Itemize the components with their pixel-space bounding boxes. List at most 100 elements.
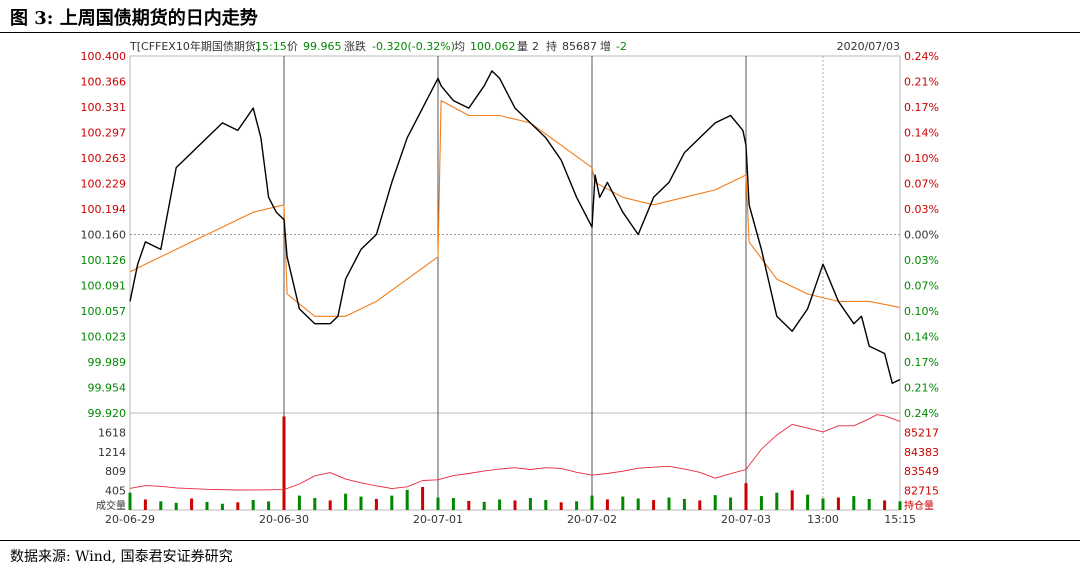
pct-tick-label: 0.03% [904,203,939,216]
volume-bar [236,502,240,510]
price-tick-label: 100.194 [81,203,127,216]
volume-tick-label: 1618 [98,426,126,439]
volume-bar [698,500,702,510]
pct-tick-label: 0.07% [904,280,939,293]
volume-bar [729,497,733,510]
volume-bar [282,416,286,510]
price-tick-label: 99.954 [88,382,127,395]
volume-bar [544,499,548,510]
volume-bar [190,498,194,510]
intraday-chart: 100.400 100.366 100.331 100.297 100.263 100.2… [81,39,940,526]
volume-bar [575,501,579,510]
chart-marks [128,70,902,510]
pct-tick-label: 0.24% [904,50,939,63]
info-oi-change: -2 [616,40,627,53]
volume-bar [713,495,717,510]
volume-bar [528,498,532,510]
volume-bar [513,500,517,510]
figure-title: 图 3: 上周国债期货的日内走势 [10,8,258,29]
axis-labels: 100.400 100.366 100.331 100.297 100.263 100.2… [81,50,940,526]
price-tick-label: 100.229 [81,178,127,191]
info-change: -0.320(-0.32%) [372,40,455,53]
info-oi-label: 持 [546,39,557,53]
info-oi-change-label: 增 [600,39,611,53]
average-price-line [129,100,901,317]
volume-bar [205,501,209,510]
pct-tick-label: 0.00% [904,229,939,242]
x-tick-label: 20-06-30 [259,513,309,526]
volume-bar [590,495,594,510]
info-bar: T[CFFEX10年期国债期货] 15:15 价 99.965 涨跌 -0.32… [129,39,900,53]
x-tick-label: 15:15 [884,513,916,526]
volume-bar [174,502,178,510]
volume-bar [328,500,332,510]
volume-bar [467,500,471,510]
volume-bar [143,499,147,510]
price-tick-label: 100.023 [81,331,127,344]
info-price-label: 价 [287,40,298,53]
info-volume-label: 量 [517,40,528,53]
price-tick-label: 99.920 [88,407,127,420]
volume-bar [867,498,871,510]
volume-bar [482,501,486,510]
volume-bar [436,497,440,510]
info-symbol: T[CFFEX10年期国债期货] [129,39,260,53]
volume-bar [744,483,748,510]
volume-bar [682,498,686,510]
info-date: 2020/07/03 [837,40,900,53]
volume-bar [852,496,856,510]
price-tick-label: 100.366 [81,76,127,89]
price-tick-label: 100.160 [81,229,127,242]
volume-bar [359,496,363,510]
oi-tick-label: 85217 [904,426,939,439]
pct-tick-label: 0.14% [904,331,939,344]
volume-bar [451,498,455,510]
volume-bar [267,501,271,510]
volume-bar [297,495,301,510]
oi-tick-label: 84383 [904,446,939,459]
info-avg-label: 均 [454,40,465,53]
volume-bar [883,500,887,510]
pct-tick-label: 0.10% [904,305,939,318]
volume-bar [652,499,656,510]
price-tick-label: 100.057 [81,305,127,318]
volume-bar [220,503,224,510]
volume-bar [605,499,609,510]
open-interest-line [129,414,901,491]
pct-tick-label: 0.03% [904,254,939,267]
volume-bar [251,499,255,510]
volume-bar [790,490,794,510]
volume-bar [759,496,763,510]
pct-tick-label: 0.17% [904,356,939,369]
info-price: 99.965 [303,40,342,53]
pct-tick-label: 0.07% [904,178,939,191]
volume-bar [806,494,810,510]
volume-bar [621,496,625,510]
price-tick-label: 100.331 [81,101,127,114]
price-tick-label: 100.091 [81,280,127,293]
pct-tick-label: 0.21% [904,76,939,89]
volume-tick-label: 809 [105,465,126,478]
volume-bar [559,502,563,510]
volume-bar [390,495,394,510]
volume-bar [636,498,640,510]
oi-axis-label: 持仓量 [904,499,934,512]
price-tick-label: 100.263 [81,152,127,165]
info-change-label: 涨跌 [344,39,366,53]
top-rule [0,32,1080,33]
pct-tick-label: 0.14% [904,127,939,140]
pct-tick-label: 0.24% [904,407,939,420]
volume-bar [374,498,378,510]
volume-bar [667,497,671,510]
info-avg: 100.062 [470,40,516,53]
x-tick-label: 20-06-29 [105,513,155,526]
volume-bar [775,492,779,510]
volume-bar [405,489,409,510]
bottom-rule [0,540,1080,541]
pct-tick-label: 0.17% [904,101,939,114]
info-volume: 2 [532,40,539,53]
oi-tick-label: 82715 [904,485,939,498]
volume-bar [128,492,132,510]
figure-source: 数据来源: Wind, 国泰君安证券研究 [10,549,233,565]
x-tick-label: 20-07-03 [721,513,771,526]
